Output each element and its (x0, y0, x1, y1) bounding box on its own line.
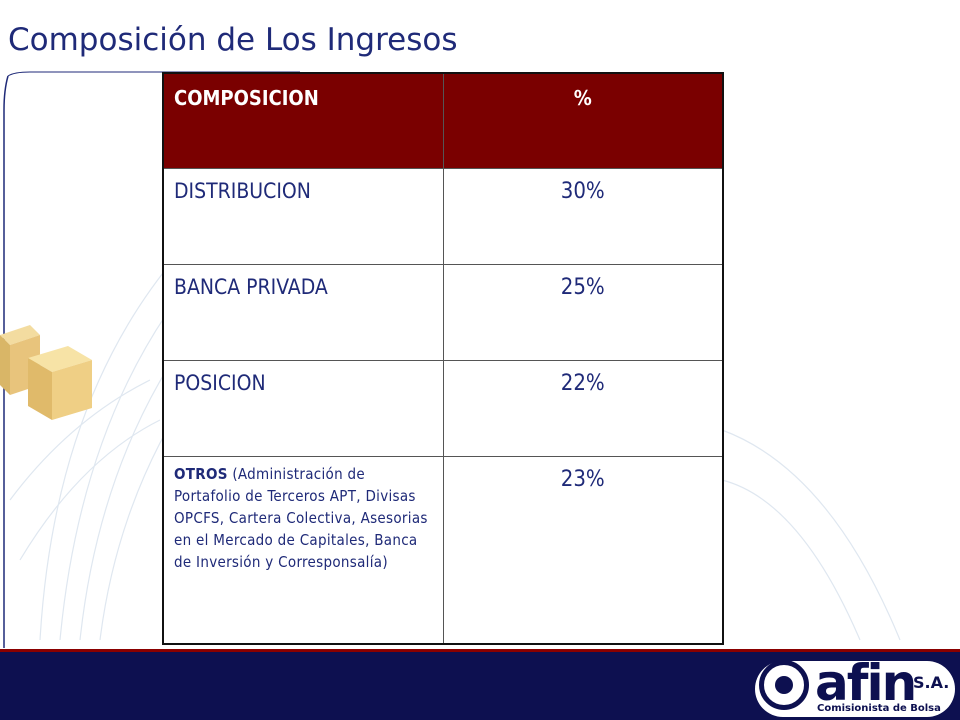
percent-cell: 22% (442, 359, 724, 457)
logo-tagline: Comisionista de Bolsa (817, 703, 941, 714)
percent-cell: 23% (442, 455, 724, 645)
table-row: BANCA PRIVADA 25% (162, 263, 724, 361)
table-row: POSICION 22% (162, 359, 724, 457)
footer-accent-line (0, 649, 960, 652)
category-otros-detail: (Administración de Portafolio de Tercero… (174, 464, 428, 571)
category-otros-label: OTROS (174, 464, 228, 483)
logo-suffix: S.A. (913, 673, 950, 692)
category-cell: POSICION (162, 359, 444, 457)
percent-cell: 25% (442, 263, 724, 361)
table-header-row: COMPOSICION % (162, 72, 724, 169)
slide-title: Composición de Los Ingresos (8, 22, 458, 58)
composition-table: COMPOSICION % DISTRIBUCION 30% BANCA PRI… (162, 72, 724, 645)
cubes-decoration (0, 325, 92, 420)
category-cell: OTROS (Administración de Portafolio de T… (162, 455, 444, 645)
header-percent: % (442, 72, 724, 169)
table-row: OTROS (Administración de Portafolio de T… (162, 455, 724, 645)
percent-cell: 30% (442, 167, 724, 265)
table-row: DISTRIBUCION 30% (162, 167, 724, 265)
category-cell: DISTRIBUCION (162, 167, 444, 265)
afin-logo: afin S.A. Comisionista de Bolsa (735, 655, 960, 720)
category-cell: BANCA PRIVADA (162, 263, 444, 361)
header-composicion: COMPOSICION (162, 72, 444, 169)
logo-wordmark: afin (815, 654, 917, 712)
logo-circle-icon (759, 660, 809, 710)
